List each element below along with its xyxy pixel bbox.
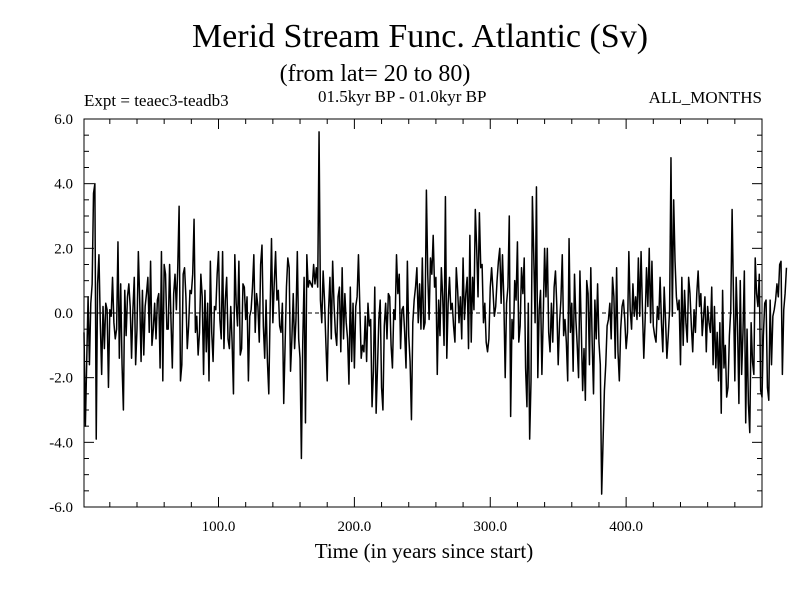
y-tick-label: 0.0	[54, 306, 73, 322]
y-tick-label: -6.0	[49, 500, 73, 516]
y-tick-label: -2.0	[49, 371, 73, 387]
y-tick-label: 6.0	[54, 112, 73, 128]
x-tick-label: 200.0	[338, 519, 372, 535]
tick-labels: 100.0 200.0 300.0 400.0 -6.0 -4.0 -2.0 0.0 2.0 4.…	[49, 112, 643, 535]
x-tick-label: 300.0	[473, 519, 507, 535]
y-tick-label: 4.0	[54, 177, 73, 193]
months-label: ALL_MONTHS	[648, 88, 762, 107]
experiment-label: Expt = teaec3-teadb3	[84, 91, 229, 110]
period-label: 01.5kyr BP - 01.0kyr BP	[318, 87, 487, 106]
plot-frame	[83, 118, 763, 508]
y-tick-label: -4.0	[49, 435, 73, 451]
x-axis-title: Time (in years since start)	[315, 539, 534, 563]
x-tick-label: 100.0	[202, 519, 236, 535]
x-tick-label: 400.0	[609, 519, 643, 535]
series-line	[83, 131, 788, 495]
chart-title: Merid Stream Func. Atlantic (Sv)	[191, 18, 649, 55]
chart-subtitle: (from lat= 20 to 80)	[279, 61, 471, 87]
y-tick-label: 2.0	[54, 241, 73, 257]
